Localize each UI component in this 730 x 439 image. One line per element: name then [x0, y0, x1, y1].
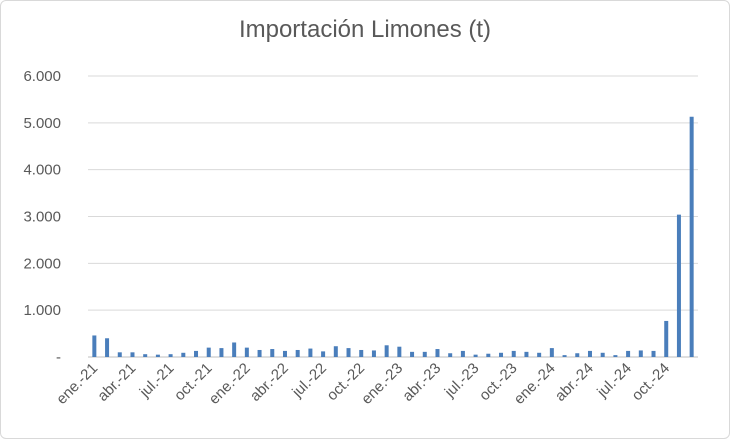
y-tick-label: 5.000 [23, 115, 61, 132]
bar-ene.-22 [244, 347, 249, 357]
x-tick-label: ene.-21 [53, 360, 101, 408]
bar-feb.-22 [257, 349, 262, 357]
bar-abr.-24 [587, 350, 592, 357]
bar-ago.-24 [638, 350, 643, 357]
bar-ene.-24 [549, 348, 554, 357]
bar-ago.-22 [333, 346, 338, 357]
bar-may.-22 [295, 349, 300, 357]
bar-may.-24 [600, 352, 605, 357]
x-tick-label: abr.-23 [399, 360, 444, 405]
x-tick-label: ene.-24 [511, 360, 559, 408]
x-tick-label: ene.-22 [206, 360, 254, 408]
bar-abr.-23 [435, 349, 440, 357]
bar-abr.-21 [130, 352, 135, 357]
bar-may.-23 [448, 353, 453, 357]
x-tick-label: jul.-21 [136, 360, 178, 402]
y-tick-label: 3.000 [23, 209, 61, 226]
x-tick-label: jul.-24 [593, 360, 635, 402]
bar-oct.-21 [206, 347, 211, 357]
bar-feb.-23 [410, 351, 415, 357]
bar-nov.-22 [371, 350, 376, 357]
bar-mar.-22 [270, 349, 275, 357]
bar-sep.-22 [346, 348, 351, 357]
y-tick-label: - [56, 349, 61, 366]
bar-nov.-24 [676, 214, 681, 357]
bar-jun.-23 [460, 350, 465, 357]
bar-dic.-23 [537, 352, 542, 357]
y-tick-label: 4.000 [23, 162, 61, 179]
chart-title: Importación Limones (t) [238, 16, 492, 43]
x-tick-label: abr.-22 [247, 360, 292, 405]
bar-oct.-23 [511, 350, 516, 357]
bar-oct.-24 [664, 320, 669, 357]
y-tick-label: 2.000 [23, 255, 61, 272]
y-tick-label: 1.000 [23, 302, 61, 319]
bar-ago.-21 [181, 352, 186, 357]
bar-jul.-21 [168, 354, 173, 357]
bar-oct.-22 [359, 349, 364, 357]
bar-feb.-21 [105, 338, 110, 357]
bar-jun.-24 [613, 355, 618, 357]
bar-sep.-24 [651, 350, 656, 357]
x-tick-label: abr.-24 [552, 360, 597, 405]
bar-abr.-22 [282, 350, 287, 357]
bar-mar.-21 [117, 352, 122, 357]
bar-dic.-24 [689, 116, 694, 357]
bar-jul.-24 [626, 350, 631, 357]
bar-feb.-24 [562, 355, 567, 357]
bar-mar.-23 [422, 351, 427, 357]
bar-jul.-23 [473, 354, 478, 357]
bar-dic.-22 [384, 345, 389, 357]
bar-ene.-21 [92, 335, 97, 357]
x-tick-label: abr.-21 [94, 360, 139, 405]
x-tick-label: oct.-24 [629, 360, 673, 404]
bar-ene.-23 [397, 346, 402, 357]
x-tick-label: jul.-22 [288, 360, 330, 402]
bar-sep.-23 [499, 352, 504, 357]
x-tick-label: jul.-23 [441, 360, 483, 402]
y-tick-label: 6.000 [23, 68, 61, 85]
bar-nov.-21 [219, 348, 224, 357]
bar-ago.-23 [486, 353, 491, 357]
bar-jun.-21 [155, 354, 160, 357]
bar-sep.-21 [194, 350, 199, 357]
bar-jul.-22 [321, 351, 326, 357]
bar-mar.-24 [575, 353, 580, 357]
bar-jun.-22 [308, 348, 313, 357]
x-tick-label: ene.-23 [358, 360, 406, 408]
bar-may.-21 [143, 354, 148, 357]
bar-dic.-21 [232, 342, 237, 357]
bar-nov.-23 [524, 351, 529, 357]
